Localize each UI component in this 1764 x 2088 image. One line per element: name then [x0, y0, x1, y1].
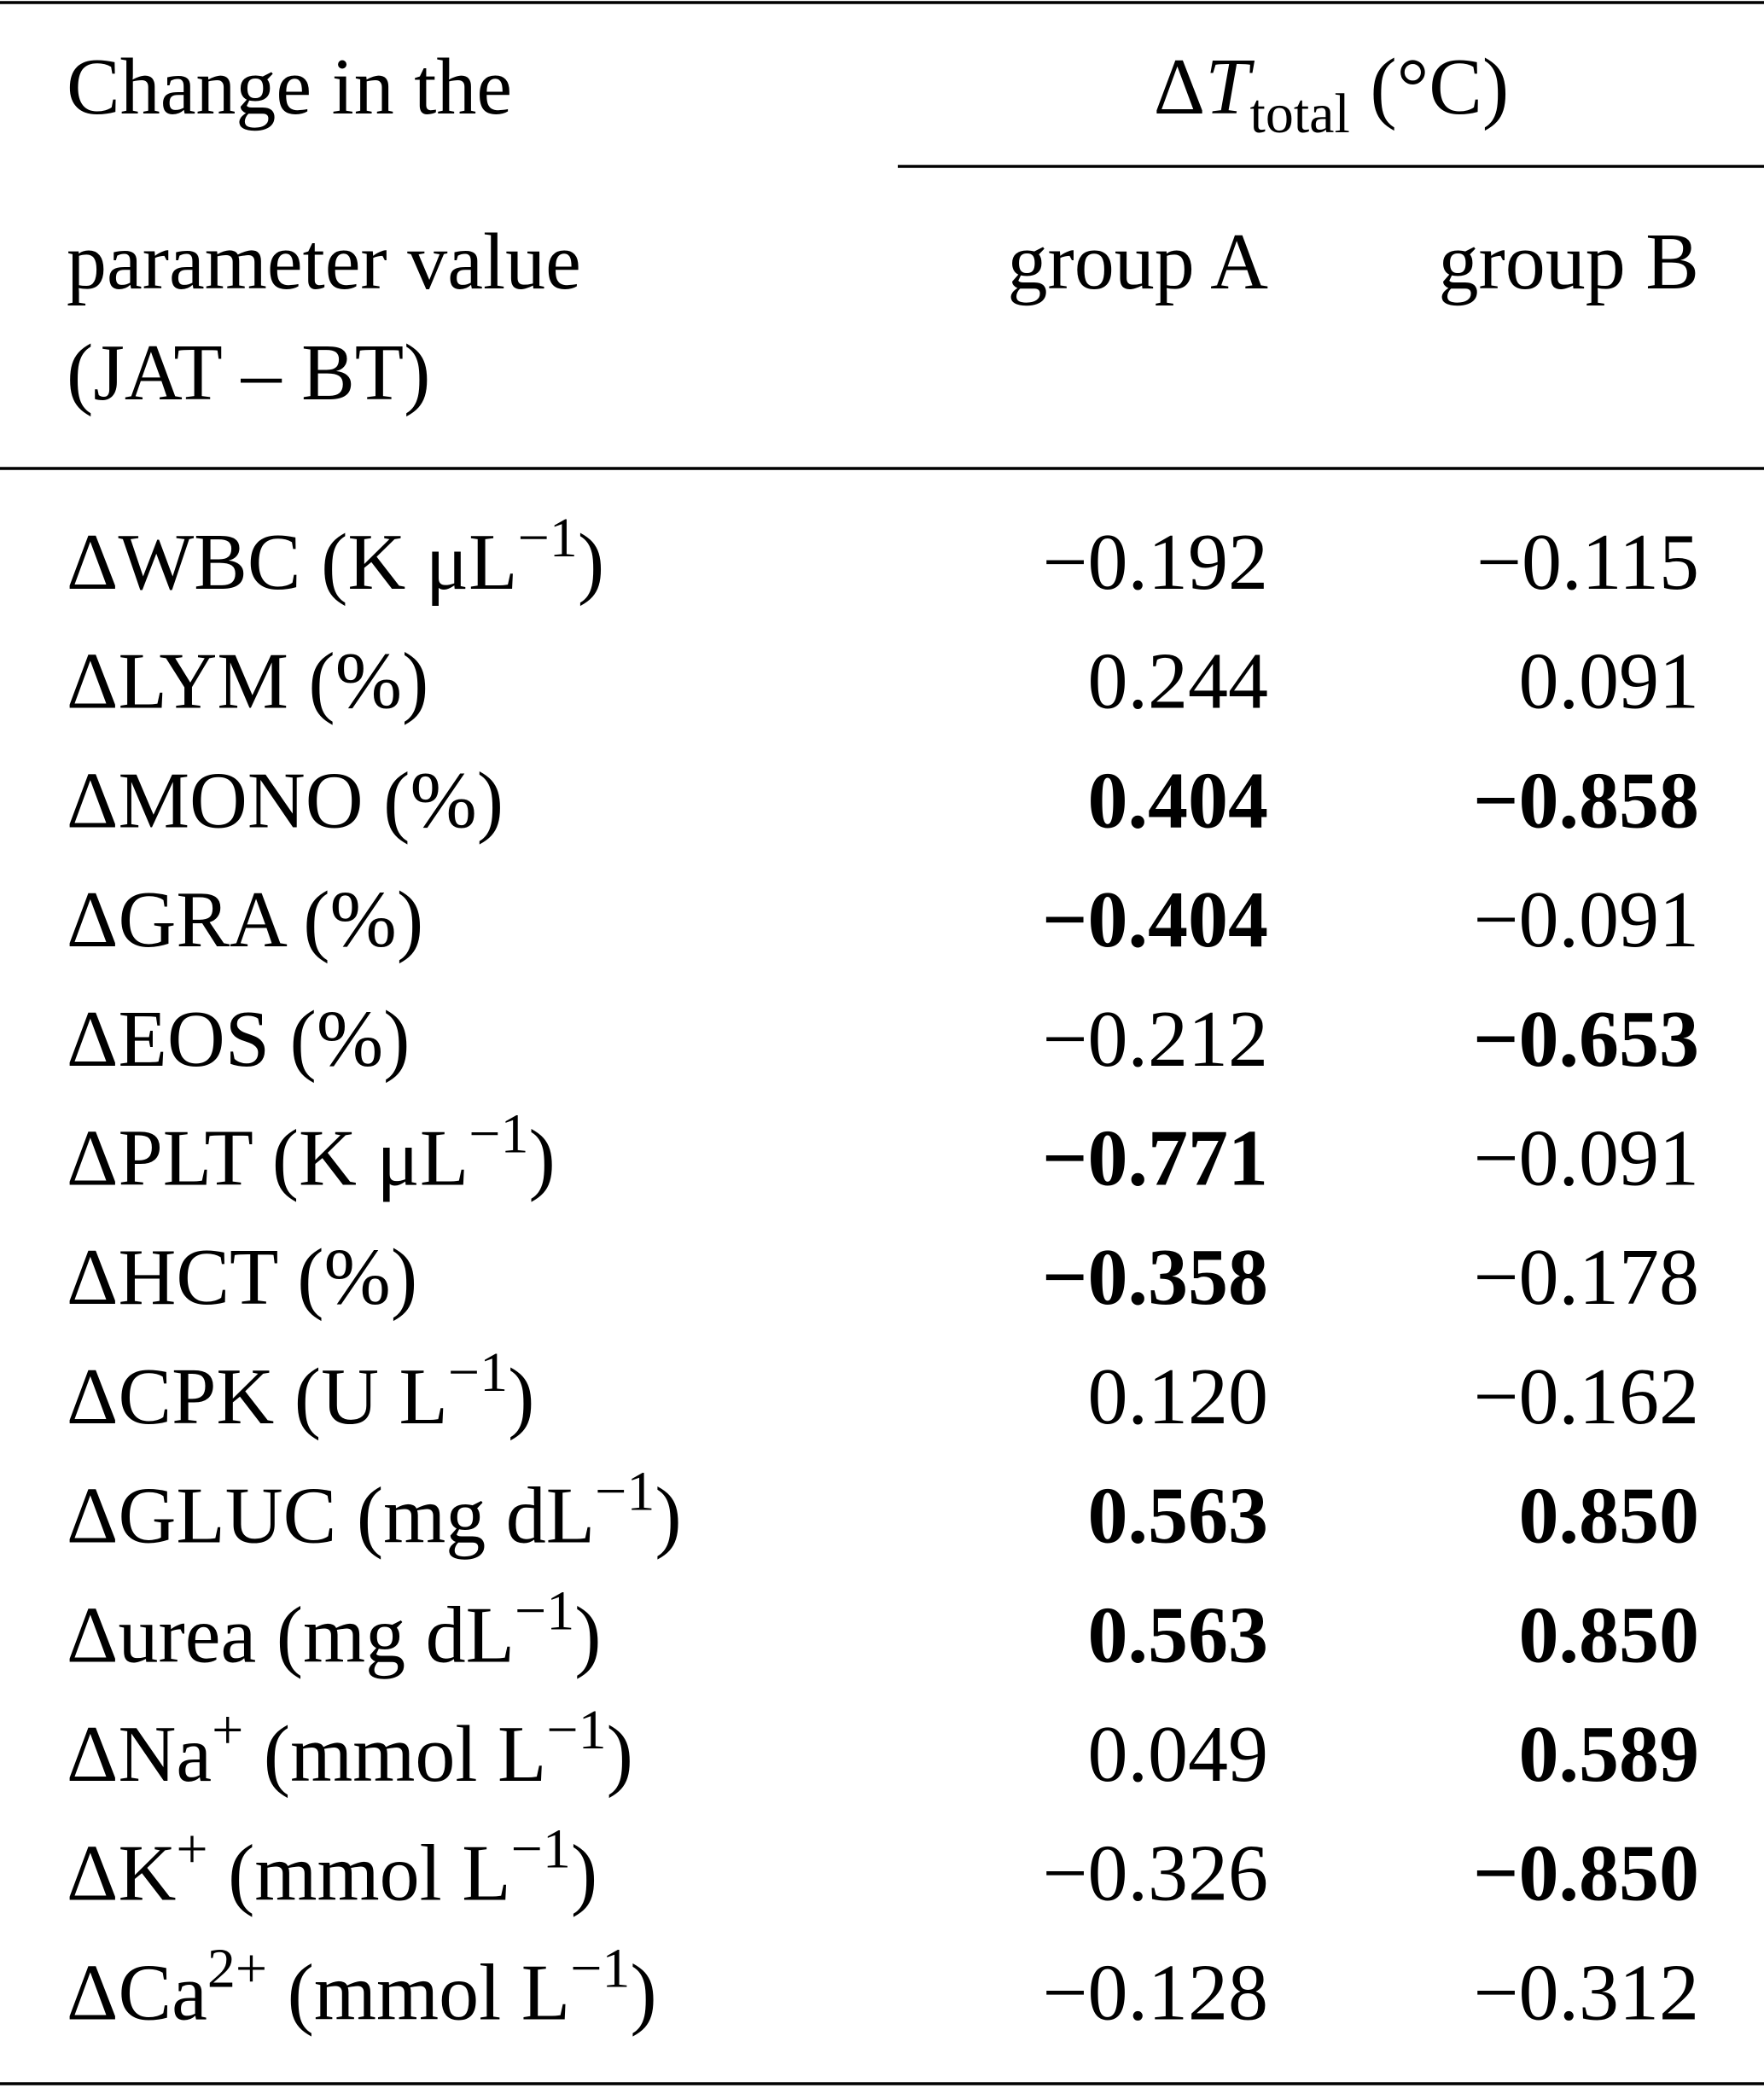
label-text: ΔEOS (%): [67, 995, 410, 1084]
label-text: ): [578, 518, 604, 607]
column-header: group B: [1439, 218, 1700, 306]
cell-value: −0.178: [1473, 1233, 1699, 1322]
label-text: Δurea (mg dL: [67, 1591, 515, 1679]
superscript: −1: [469, 1103, 528, 1166]
row-label: ΔCa2+ (mmol L−1): [67, 1937, 657, 2037]
cell-value: 0.120: [1088, 1352, 1269, 1441]
label-text: ): [571, 1829, 597, 1918]
cell-value: −0.091: [1473, 875, 1699, 964]
label-text: (mmol L: [208, 1829, 511, 1918]
row-label: ΔLYM (%): [67, 637, 428, 726]
row-label: ΔHCT (%): [67, 1233, 417, 1322]
cell-value: 0.404: [1088, 756, 1269, 845]
subscript: total: [1250, 83, 1350, 145]
superscript: +: [176, 1818, 207, 1881]
superscript: −1: [518, 507, 578, 569]
cell-value: −0.858: [1473, 756, 1699, 845]
label-text: ): [528, 1114, 555, 1203]
superscript: 2+: [207, 1937, 267, 1999]
symbol: T: [1205, 43, 1255, 131]
superscript: −1: [448, 1341, 508, 1404]
superscript: −1: [570, 1937, 630, 1999]
row-label: ΔPLT (K μL−1): [67, 1103, 556, 1203]
cell-value: −0.358: [1042, 1233, 1268, 1322]
cell-value: −0.091: [1473, 1114, 1699, 1203]
row-header: Change in the: [67, 43, 512, 131]
superscript: −1: [546, 1699, 606, 1761]
row-header: parameter value: [67, 218, 581, 306]
label-text: ΔNa: [67, 1710, 212, 1799]
cell-value: −0.312: [1473, 1948, 1699, 2037]
cell-value: 0.850: [1519, 1591, 1700, 1679]
label-text: (mmol L: [267, 1948, 570, 2037]
label-text: ΔLYM (%): [67, 637, 428, 726]
cell-value: −0.212: [1042, 995, 1268, 1084]
label-text: ): [607, 1710, 633, 1799]
superscript: +: [212, 1699, 243, 1761]
cell-value: −0.128: [1042, 1948, 1268, 2037]
row-label: ΔNa+ (mmol L−1): [67, 1699, 633, 1799]
span-header: ΔTtotal (°C): [1154, 43, 1509, 145]
label-text: ΔCa: [67, 1948, 207, 2037]
cell-value: −0.115: [1476, 518, 1699, 607]
row-label: ΔGRA (%): [67, 875, 423, 964]
row-label: ΔMONO (%): [67, 756, 504, 845]
label-text: ΔK: [67, 1829, 176, 1918]
label-text: ): [655, 1472, 681, 1561]
column-header: group A: [1008, 218, 1269, 306]
cell-value: 0.563: [1088, 1591, 1269, 1679]
cell-value: 0.563: [1088, 1472, 1269, 1561]
row-label: Δurea (mg dL−1): [67, 1579, 602, 1679]
row-label: ΔGLUC (mg dL−1): [67, 1461, 682, 1561]
cell-value: −0.653: [1473, 995, 1699, 1084]
cell-value: −0.326: [1042, 1829, 1268, 1918]
cell-value: −0.850: [1473, 1829, 1699, 1918]
cell-value: −0.771: [1042, 1114, 1268, 1203]
superscript: −1: [511, 1818, 571, 1881]
cell-value: 0.091: [1519, 637, 1700, 726]
row-label: ΔCPK (U L−1): [67, 1341, 534, 1441]
cell-value: 0.244: [1088, 637, 1269, 726]
label-text: ΔGLUC (mg dL: [67, 1472, 595, 1561]
row-label: ΔEOS (%): [67, 995, 410, 1084]
cell-value: −0.162: [1473, 1352, 1699, 1441]
cell-value: 0.049: [1088, 1710, 1269, 1799]
cell-value: 0.589: [1519, 1710, 1700, 1799]
delta: Δ: [1154, 43, 1205, 131]
superscript: −1: [595, 1461, 655, 1523]
cell-value: −0.404: [1042, 875, 1268, 964]
superscript: −1: [515, 1579, 574, 1642]
unit: (°C): [1370, 43, 1509, 131]
label-text: ): [630, 1948, 656, 2037]
label-text: ): [574, 1591, 601, 1679]
cell-value: 0.850: [1519, 1472, 1700, 1561]
row-header: (JAT – BT): [67, 329, 431, 417]
label-text: ΔHCT (%): [67, 1233, 417, 1322]
label-text: ΔWBC (K μL: [67, 518, 518, 607]
label-text: (mmol L: [243, 1710, 546, 1799]
cell-value: −0.192: [1042, 518, 1268, 607]
label-text: ): [508, 1352, 534, 1441]
label-text: ΔCPK (U L: [67, 1352, 448, 1441]
label-text: ΔPLT (K μL: [67, 1114, 469, 1203]
row-label: ΔK+ (mmol L−1): [67, 1818, 597, 1918]
label-text: ΔGRA (%): [67, 875, 423, 964]
label-text: ΔMONO (%): [67, 756, 504, 845]
row-label: ΔWBC (K μL−1): [67, 507, 604, 607]
